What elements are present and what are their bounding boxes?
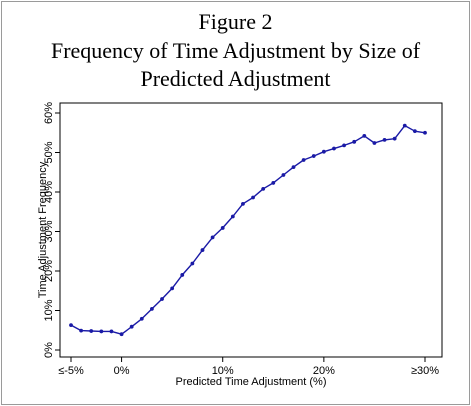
data-point — [352, 139, 357, 144]
y-tick-label: 0% — [43, 342, 55, 358]
data-point — [69, 323, 73, 328]
y-tick-label: 50% — [43, 141, 55, 163]
data-point — [412, 129, 417, 134]
data-point — [109, 329, 114, 334]
data-point — [89, 329, 94, 333]
data-point — [281, 173, 286, 177]
data-point — [372, 141, 377, 145]
data-point — [382, 137, 387, 142]
data-point — [230, 214, 235, 219]
data-point — [200, 248, 205, 252]
x-tick-label: 10% — [212, 365, 234, 377]
x-tick-label: ≤-5% — [58, 365, 84, 377]
data-point — [332, 146, 336, 151]
data-point — [241, 201, 245, 206]
data-point — [402, 123, 407, 128]
figure-label: Figure 2 — [198, 9, 273, 34]
data-point — [170, 286, 175, 291]
data-point — [301, 158, 306, 162]
data-point — [271, 181, 276, 185]
data-point — [220, 226, 225, 230]
x-tick-label: 0% — [114, 365, 130, 377]
data-point — [251, 195, 255, 200]
chart-title-line-1: Frequency of Time Adjustment by Size of — [50, 38, 421, 63]
data-point — [291, 165, 296, 170]
chart-title-line-2: Predicted Adjustment — [140, 66, 331, 91]
data-point — [392, 136, 397, 141]
data-point — [79, 328, 84, 333]
y-axis-title: Time Adjustment Frequency — [37, 161, 49, 298]
x-tick-label: ≥30% — [411, 365, 439, 377]
x-tick-label: 20% — [313, 365, 335, 377]
series-line — [70, 124, 426, 335]
data-point — [423, 130, 427, 135]
data-point — [261, 186, 266, 191]
data-point — [342, 143, 346, 148]
data-point — [180, 273, 185, 277]
data-point — [321, 149, 326, 154]
data-point — [362, 134, 367, 138]
data-point — [160, 297, 164, 301]
y-tick-label: 30% — [43, 220, 55, 242]
data-point — [99, 329, 104, 334]
x-axis-title: Predicted Time Adjustment (%) — [175, 376, 326, 388]
y-tick-label: 40% — [43, 181, 55, 203]
data-point — [150, 307, 154, 311]
data-point — [129, 324, 134, 329]
data-point — [311, 154, 316, 158]
y-tick-label: 10% — [43, 299, 55, 321]
data-point — [190, 261, 195, 266]
data-point — [139, 316, 144, 321]
plot-area-frame — [59, 102, 443, 358]
y-tick-label: 60% — [43, 102, 55, 124]
y-tick-label: 20% — [43, 260, 55, 282]
data-point — [119, 332, 124, 337]
data-point — [210, 235, 215, 240]
